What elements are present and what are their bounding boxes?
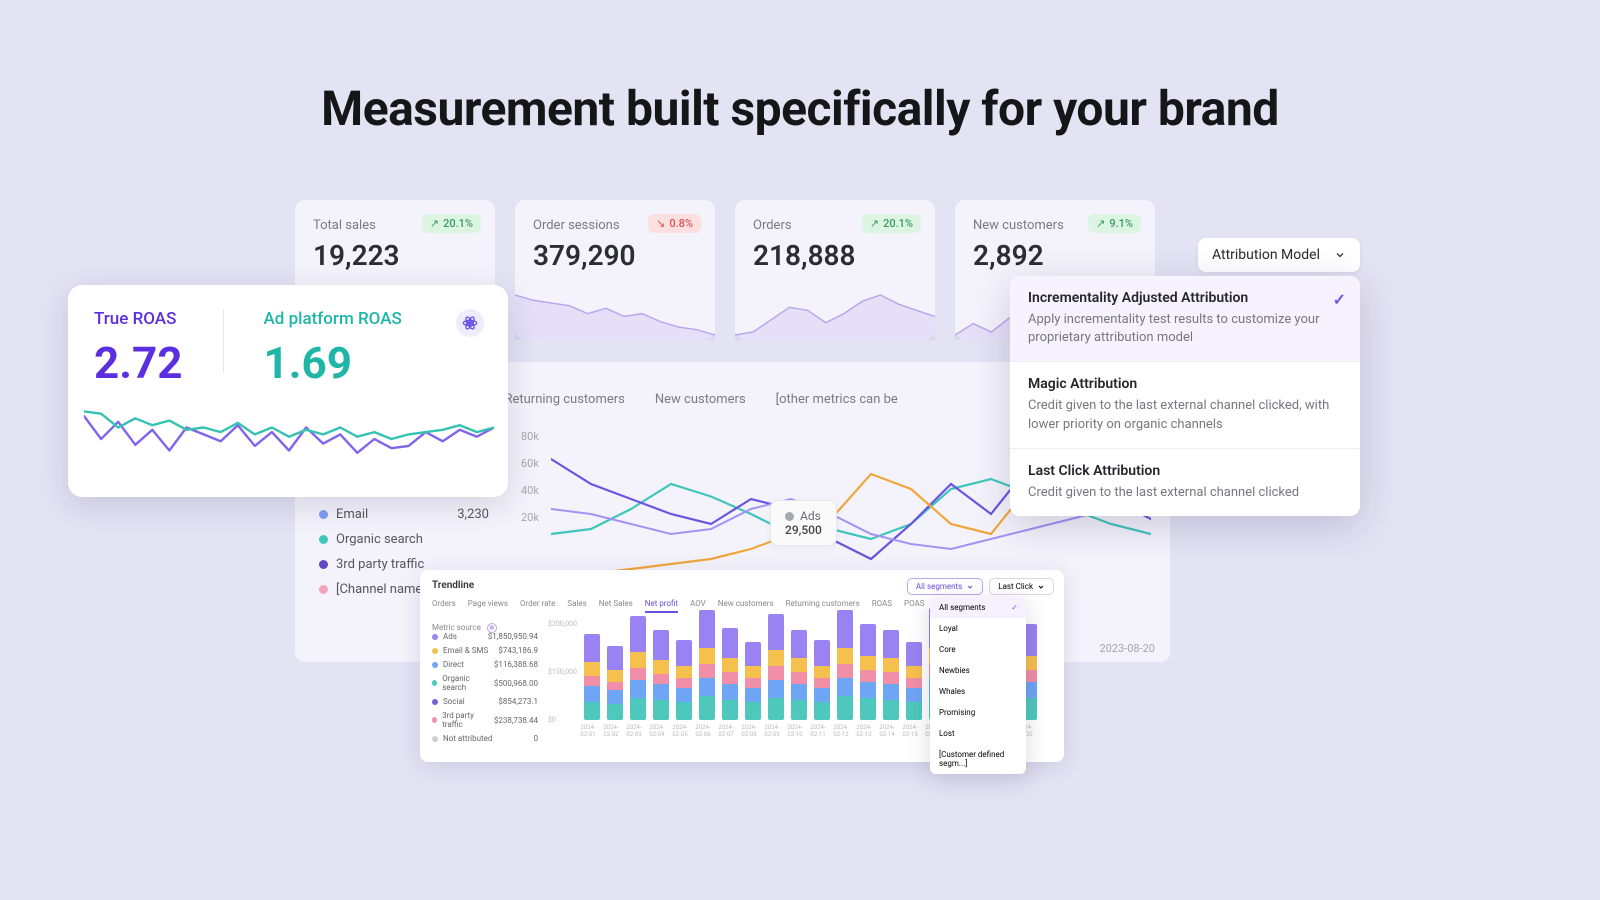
bar-stack[interactable] [745, 642, 761, 720]
segments-menu[interactable]: All segmentsLoyalCoreNewbiesWhalesPromis… [930, 597, 1026, 774]
trend-source-item[interactable]: Organic search $500,968.00 [432, 674, 538, 692]
segment-option[interactable]: Promising [930, 702, 1026, 723]
channel-item[interactable]: Organic search [319, 532, 489, 547]
segment-option[interactable]: Whales [930, 681, 1026, 702]
trend-source-item[interactable]: 3rd party traffic $238,738.44 [432, 711, 538, 729]
kpi-value: 379,290 [533, 239, 697, 272]
trend-tab[interactable]: Page views [468, 599, 508, 613]
bar-stack[interactable] [630, 616, 646, 720]
attribution-option[interactable]: ✓ Incrementality Adjusted Attribution Ap… [1010, 276, 1360, 362]
trend-tab[interactable]: Sales [567, 599, 586, 613]
segment-option[interactable]: All segments [930, 597, 1026, 618]
kpi-badge: ↘0.8% [648, 214, 701, 233]
bar-stack[interactable] [883, 630, 899, 720]
channel-item[interactable]: Email 3,230 [319, 507, 489, 522]
kpi-badge: ↗20.1% [422, 214, 481, 233]
roas-sparkline [84, 393, 494, 485]
true-roas-label: True ROAS [94, 309, 183, 329]
segment-option[interactable]: [Customer defined segm...] [930, 744, 1026, 774]
tooltip-label: Ads [800, 509, 821, 523]
metric-tab[interactable]: New customers [655, 392, 746, 407]
ad-roas-value: 1.69 [264, 337, 402, 389]
attribution-model-button[interactable]: Attribution Model [1198, 238, 1360, 272]
trend-tab[interactable]: Net profit [645, 599, 678, 613]
metric-tab[interactable]: [other metrics can be [776, 392, 898, 407]
trend-source-item[interactable]: Direct $116,388.68 [432, 660, 538, 669]
trend-tab[interactable]: Orders [432, 599, 456, 613]
tooltip-value: 29,500 [785, 523, 822, 537]
trend-tab[interactable]: ROAS [872, 599, 892, 613]
kpi-card[interactable]: Orders ↗20.1% 218,888 [735, 200, 935, 340]
page-headline: Measurement built specifically for your … [0, 0, 1600, 137]
true-roas-value: 2.72 [94, 337, 183, 389]
check-icon: ✓ [1333, 290, 1346, 309]
roas-card: True ROAS 2.72 Ad platform ROAS 1.69 [68, 285, 508, 497]
attribution-model-menu[interactable]: ✓ Incrementality Adjusted Attribution Ap… [1010, 276, 1360, 516]
kpi-badge: ↗9.1% [1088, 214, 1141, 233]
trend-tab[interactable]: POAS [904, 599, 924, 613]
trend-source-item[interactable]: Email & SMS $743,186.9 [432, 646, 538, 655]
trend-tab[interactable]: New customers [718, 599, 774, 613]
kpi-badge: ↗20.1% [862, 214, 921, 233]
trend-filter-button[interactable]: All segments [907, 578, 983, 595]
bar-stack[interactable] [653, 630, 669, 720]
bar-stack[interactable] [768, 614, 784, 720]
kpi-value: 218,888 [753, 239, 917, 272]
ad-roas-label: Ad platform ROAS [264, 309, 402, 329]
bar-stack[interactable] [699, 610, 715, 720]
segment-option[interactable]: Lost [930, 723, 1026, 744]
trend-sources-legend: Ads $1,850,950.94 Email & SMS $743,186.9… [432, 632, 538, 748]
trend-tab[interactable]: Net Sales [599, 599, 633, 613]
segment-option[interactable]: Loyal [930, 618, 1026, 639]
trend-source-item[interactable]: Ads $1,850,950.94 [432, 632, 538, 641]
bar-stack[interactable] [814, 640, 830, 720]
atom-icon [456, 309, 484, 337]
chevron-down-icon [1334, 249, 1346, 261]
segment-option[interactable]: Newbies [930, 660, 1026, 681]
trend-source-item[interactable]: Social $854,273.1 [432, 697, 538, 706]
kpi-value: 2,892 [973, 239, 1137, 272]
chart-tooltip: Ads 29,500 [770, 500, 837, 546]
bar-stack[interactable] [860, 624, 876, 720]
attribution-option[interactable]: Last Click Attribution Credit given to t… [1010, 449, 1360, 516]
bar-stack[interactable] [722, 628, 738, 720]
metric-tab[interactable]: Returning customers [504, 392, 624, 407]
bar-stack[interactable] [791, 630, 807, 720]
trend-source-item[interactable]: Not attributed 0 [432, 734, 538, 743]
trend-controls: All segments Last Click [907, 578, 1054, 595]
bar-stack[interactable] [837, 610, 853, 720]
bar-stack[interactable] [676, 640, 692, 720]
kpi-value: 19,223 [313, 239, 477, 272]
trend-filter-button[interactable]: Last Click [989, 578, 1054, 595]
bar-stack[interactable] [906, 642, 922, 720]
bar-stack[interactable] [607, 646, 623, 720]
kpi-card[interactable]: Order sessions ↘0.8% 379,290 [515, 200, 715, 340]
trend-tab[interactable]: Order rate [520, 599, 555, 613]
bar-stack[interactable] [584, 634, 600, 720]
attribution-option[interactable]: Magic Attribution Credit given to the la… [1010, 362, 1360, 448]
segment-option[interactable]: Core [930, 639, 1026, 660]
